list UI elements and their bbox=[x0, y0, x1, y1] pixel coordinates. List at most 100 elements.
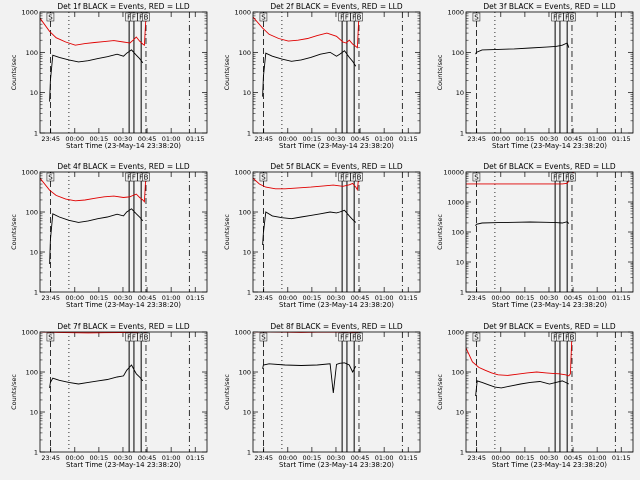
y-tick-label: 100 bbox=[26, 209, 38, 217]
x-tick-label: 00:30 bbox=[114, 135, 133, 143]
x-tick-label: 00:00 bbox=[278, 454, 297, 462]
x-tick-label: 01:15 bbox=[399, 454, 418, 462]
panel-title: Det 8f BLACK = Events, RED = LLD bbox=[270, 322, 403, 331]
x-tick-label: 01:00 bbox=[375, 135, 394, 143]
x-tick-label: 00:30 bbox=[327, 135, 346, 143]
x-tick-label: 23:45 bbox=[254, 454, 273, 462]
x-axis-label: Start Time (23-May-14 23:38:20) bbox=[492, 142, 607, 150]
marker-label: F bbox=[127, 174, 131, 182]
series-red bbox=[40, 15, 147, 47]
x-tick-label: 00:15 bbox=[303, 294, 322, 302]
marker-label: F bbox=[139, 334, 143, 342]
marker-label: F bbox=[553, 334, 557, 342]
x-axis-label: Start Time (23-May-14 23:38:20) bbox=[279, 461, 394, 469]
y-axis-label: Counts/sec bbox=[10, 214, 18, 250]
x-tick-label: 00:00 bbox=[65, 135, 84, 143]
marker-label: S bbox=[261, 14, 266, 22]
x-tick-label: 01:15 bbox=[612, 135, 631, 143]
marker-label: B bbox=[144, 174, 149, 182]
x-tick-label: 00:00 bbox=[65, 294, 84, 302]
y-tick-label: 100 bbox=[452, 229, 464, 237]
marker-label: B bbox=[570, 334, 575, 342]
panel-5f: Det 5f BLACK = Events, RED = LLD 1 10 100 10… bbox=[223, 162, 421, 309]
y-axis-label: Counts/sec bbox=[223, 214, 231, 250]
y-axis-label: Counts/sec bbox=[436, 54, 444, 90]
series-black bbox=[475, 380, 570, 397]
x-tick-label: 00:00 bbox=[491, 294, 510, 302]
marker-label: F bbox=[132, 334, 136, 342]
x-axis-label: Start Time (23-May-14 23:38:20) bbox=[492, 301, 607, 309]
plot-frame bbox=[39, 171, 208, 293]
x-tick-label: 00:00 bbox=[278, 135, 297, 143]
marker-label: B bbox=[357, 14, 362, 22]
x-tick-label: 00:45 bbox=[564, 454, 583, 462]
panel-title: Det 2f BLACK = Events, RED = LLD bbox=[270, 2, 403, 11]
x-tick-label: 23:45 bbox=[254, 294, 273, 302]
marker-box bbox=[259, 332, 268, 342]
x-tick-label: 01:00 bbox=[162, 294, 181, 302]
marker-label: F bbox=[132, 174, 136, 182]
plot-frame bbox=[252, 331, 421, 453]
x-tick-label: 01:00 bbox=[588, 135, 607, 143]
y-axis-label: Counts/sec bbox=[436, 374, 444, 410]
y-axis-label: Counts/sec bbox=[10, 54, 18, 90]
marker-label: S bbox=[474, 14, 479, 22]
x-axis-label: Start Time (23-May-14 23:38:20) bbox=[492, 461, 607, 469]
panel-title: Det 1f BLACK = Events, RED = LLD bbox=[57, 2, 190, 11]
marker-label: F bbox=[565, 14, 569, 22]
x-tick-label: 01:15 bbox=[186, 454, 205, 462]
y-axis-label: Counts/sec bbox=[223, 374, 231, 410]
marker-box bbox=[355, 172, 363, 182]
y-axis-label: Counts/sec bbox=[10, 374, 18, 410]
x-tick-label: 00:15 bbox=[90, 454, 109, 462]
marker-box bbox=[472, 332, 481, 342]
series-black bbox=[262, 209, 357, 246]
x-tick-label: 00:45 bbox=[564, 135, 583, 143]
marker-box bbox=[568, 332, 576, 342]
marker-label: F bbox=[352, 14, 356, 22]
x-tick-label: 01:15 bbox=[399, 135, 418, 143]
series-red bbox=[466, 333, 573, 377]
y-tick-label: 1000 bbox=[234, 169, 251, 177]
plot-frame bbox=[252, 11, 421, 134]
y-tick-label: 100 bbox=[452, 369, 464, 377]
marker-label: F bbox=[139, 174, 143, 182]
marker-label: F bbox=[127, 14, 131, 22]
x-tick-label: 00:30 bbox=[327, 454, 346, 462]
panel-4f: Det 4f BLACK = Events, RED = LLD 1 10 100 10… bbox=[10, 162, 208, 309]
marker-label: F bbox=[340, 14, 344, 22]
series-red bbox=[40, 173, 147, 203]
marker-label: S bbox=[48, 174, 53, 182]
panel-7f: Det 7f BLACK = Events, RED = LLD 1 10 100 10… bbox=[10, 322, 208, 469]
x-tick-label: 01:00 bbox=[375, 454, 394, 462]
x-tick-label: 00:15 bbox=[516, 135, 535, 143]
x-tick-label: 01:00 bbox=[588, 454, 607, 462]
marker-box bbox=[472, 12, 481, 22]
marker-label: F bbox=[340, 174, 344, 182]
panel-title: Det 4f BLACK = Events, RED = LLD bbox=[57, 162, 190, 171]
x-axis-label: Start Time (23-May-14 23:38:20) bbox=[66, 301, 181, 309]
series-black bbox=[475, 42, 570, 55]
y-tick-label: 10 bbox=[30, 249, 38, 257]
marker-label: F bbox=[553, 14, 557, 22]
panel-title: Det 7f BLACK = Events, RED = LLD bbox=[57, 322, 190, 331]
x-tick-label: 01:00 bbox=[162, 454, 181, 462]
y-tick-label: 1 bbox=[34, 449, 38, 457]
y-tick-label: 1 bbox=[247, 130, 251, 138]
marker-label: F bbox=[345, 174, 349, 182]
marker-box bbox=[472, 172, 481, 182]
y-tick-label: 10 bbox=[243, 249, 251, 257]
y-tick-label: 1000 bbox=[447, 9, 464, 17]
y-tick-label: 100 bbox=[26, 369, 38, 377]
y-tick-label: 100 bbox=[452, 49, 464, 57]
x-tick-label: 23:45 bbox=[467, 294, 486, 302]
x-tick-label: 00:30 bbox=[114, 454, 133, 462]
y-tick-label: 10 bbox=[30, 409, 38, 417]
marker-box bbox=[355, 12, 363, 22]
x-tick-label: 00:30 bbox=[540, 294, 559, 302]
marker-label: F bbox=[352, 334, 356, 342]
y-tick-label: 100 bbox=[26, 49, 38, 57]
panel-8f: Det 8f BLACK = Events, RED = LLD 1 10 100 10… bbox=[223, 322, 421, 469]
x-tick-label: 00:45 bbox=[138, 135, 157, 143]
marker-label: S bbox=[48, 14, 53, 22]
